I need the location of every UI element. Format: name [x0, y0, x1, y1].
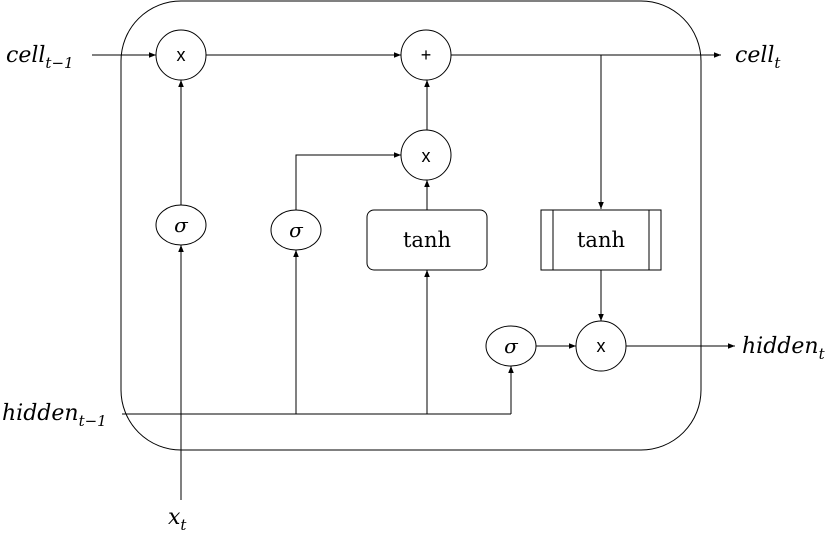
candidate-tanh-label: tanh — [403, 228, 451, 252]
cell-add-node: + — [400, 29, 452, 81]
output-sigma-symbol: σ — [504, 334, 519, 358]
output-tanh-box: tanh — [540, 209, 662, 271]
input-gate-sigma: σ — [270, 209, 322, 251]
lstm-cell-container — [120, 0, 702, 451]
output-multiply-node: x — [575, 320, 627, 372]
cell-prev-label: cellt−1 — [6, 43, 74, 72]
input-label: xt — [168, 505, 187, 534]
input-multiply-symbol: x — [422, 146, 431, 166]
hidden-next-label: hiddent — [742, 334, 826, 363]
input-sigma-to-multiply-arrow — [295, 152, 401, 211]
forget-multiply-symbol: x — [177, 45, 186, 65]
forget-gate-sigma: σ — [155, 204, 207, 246]
hidden-prev-label: hiddent−1 — [2, 401, 107, 430]
output-tanh-label: tanh — [577, 228, 625, 252]
input-sigma-symbol: σ — [289, 218, 304, 242]
output-gate-sigma: σ — [485, 325, 537, 367]
cell-next-label: cellt — [735, 43, 781, 72]
forget-sigma-symbol: σ — [174, 213, 189, 237]
cell-add-symbol: + — [421, 45, 432, 65]
candidate-tanh-box: tanh — [366, 209, 488, 271]
input-multiply-node: x — [400, 129, 452, 181]
output-multiply-symbol: x — [597, 336, 606, 356]
forget-multiply-node: x — [155, 29, 207, 81]
